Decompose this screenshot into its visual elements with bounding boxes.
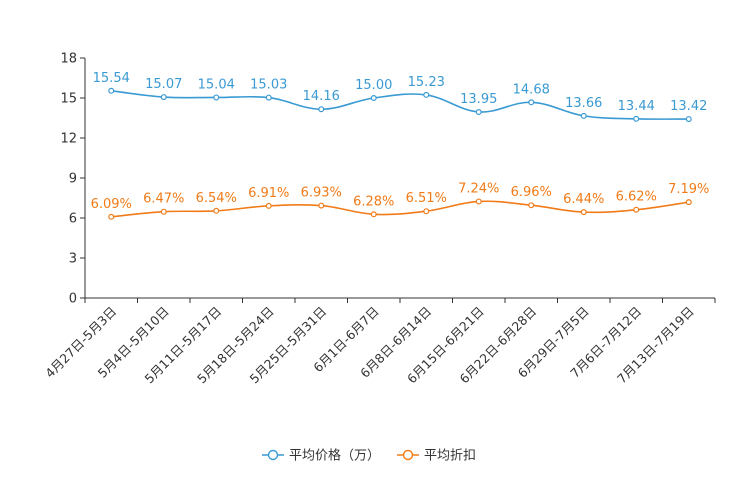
data-point <box>108 213 115 220</box>
data-label: 15.23 <box>408 75 445 90</box>
data-point <box>160 94 167 101</box>
data-label: 6.44% <box>563 192 604 207</box>
data-label: 15.03 <box>250 78 287 93</box>
legend-marker-icon <box>402 449 414 461</box>
y-tick-label: 12 <box>60 132 77 147</box>
y-tick-label: 6 <box>69 212 77 227</box>
data-label: 7.19% <box>668 182 709 197</box>
data-label: 15.07 <box>145 77 182 92</box>
data-label: 15.54 <box>93 71 130 86</box>
data-point <box>318 106 325 113</box>
data-point <box>108 87 115 94</box>
data-label: 13.42 <box>670 99 707 114</box>
series-line <box>111 200 689 218</box>
series-2: 6.09% 6.47% 6.54% 6.91% 6.93% 6.28% 6.51% 7.24%… <box>91 181 709 220</box>
data-point <box>423 91 430 98</box>
data-point <box>685 116 692 123</box>
legend-label: 平均折扣 <box>424 449 476 464</box>
data-point <box>633 206 640 213</box>
data-point <box>265 94 272 101</box>
data-label: 6.62% <box>616 190 657 205</box>
y-tick-label: 15 <box>60 92 77 107</box>
y-tick-label: 0 <box>69 292 77 307</box>
data-label: 14.16 <box>303 89 340 104</box>
legend-marker-icon <box>267 449 279 461</box>
data-point <box>580 112 587 119</box>
data-label: 13.44 <box>618 99 655 114</box>
data-point <box>318 202 325 209</box>
y-tick-label: 3 <box>69 252 77 267</box>
data-label: 6.93% <box>301 186 342 201</box>
legend-item-1: 平均价格（万） <box>262 448 380 464</box>
series-layer: 15.54 15.07 15.04 15.03 14.16 15.00 15.23 13.95… <box>91 71 709 220</box>
data-label: 6.91% <box>248 186 289 201</box>
data-label: 13.95 <box>460 92 497 107</box>
legend: 平均价格（万） 平均折扣 <box>262 448 476 464</box>
legend-item-2: 平均折扣 <box>397 449 476 464</box>
data-point <box>265 202 272 209</box>
data-label: 14.68 <box>513 82 550 97</box>
data-label: 6.09% <box>91 197 132 212</box>
data-point <box>475 198 482 205</box>
series-1: 15.54 15.07 15.04 15.03 14.16 15.00 15.23 13.95… <box>93 71 707 123</box>
data-label: 6.54% <box>196 191 237 206</box>
data-label: 15.04 <box>198 77 235 92</box>
data-point <box>685 199 692 206</box>
data-point <box>213 94 220 101</box>
data-point <box>580 209 587 216</box>
data-point <box>370 94 377 101</box>
legend-label: 平均价格（万） <box>289 448 380 464</box>
data-label: 6.96% <box>511 185 552 200</box>
data-point <box>528 202 535 209</box>
y-tick-label: 18 <box>60 52 77 67</box>
data-point <box>475 108 482 115</box>
data-point <box>528 99 535 106</box>
axes: 03691215184月27日-5月3日5月4日-5月10日5月11日-5月17… <box>42 52 716 386</box>
data-point <box>160 208 167 215</box>
data-label: 13.66 <box>565 96 602 111</box>
data-label: 6.47% <box>143 192 184 207</box>
y-tick-label: 9 <box>69 172 77 187</box>
data-point <box>213 207 220 214</box>
data-label: 6.28% <box>353 194 394 209</box>
series-line <box>111 90 689 120</box>
data-point <box>370 211 377 218</box>
data-point <box>633 115 640 122</box>
data-label: 15.00 <box>355 78 392 93</box>
data-label: 7.24% <box>458 181 499 196</box>
data-label: 6.51% <box>406 191 447 206</box>
data-point <box>423 208 430 215</box>
